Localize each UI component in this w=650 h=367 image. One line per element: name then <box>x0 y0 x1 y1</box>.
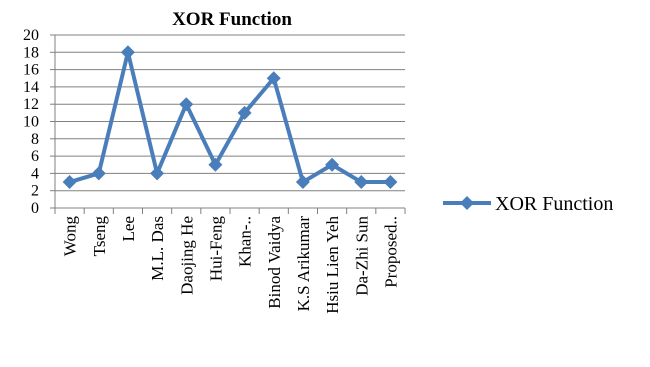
y-tick-label: 12 <box>23 96 39 113</box>
series-group <box>62 45 398 190</box>
data-point <box>383 175 398 190</box>
legend: XOR Function <box>443 193 613 215</box>
legend-marker <box>460 196 474 210</box>
chart-title: XOR Function <box>172 9 292 30</box>
data-point <box>179 97 194 112</box>
series-line <box>69 50 391 185</box>
data-point <box>150 166 165 181</box>
data-point <box>62 175 77 190</box>
x-tick-label: Daojing He <box>177 216 196 295</box>
y-tick-label: 0 <box>31 200 39 217</box>
x-tick-label: Tseng <box>90 216 109 257</box>
axes <box>54 35 406 214</box>
x-tick-label: Proposed.. <box>381 216 400 288</box>
y-tick-label: 16 <box>23 62 39 79</box>
legend-label: XOR Function <box>495 193 613 215</box>
x-tick-label: Binod Vaidya <box>265 216 284 309</box>
data-point <box>325 157 340 172</box>
data-point <box>120 45 135 60</box>
data-point <box>295 175 310 190</box>
x-tick-labels: Wong Tseng Lee M.L. Das Daojing He Hui-Feng Kh… <box>61 216 401 314</box>
y-tick-label: 20 <box>23 27 39 44</box>
data-point <box>208 157 223 172</box>
y-tick-label: 10 <box>23 114 39 131</box>
x-tick-label: Da-Zhi Sun <box>352 216 371 296</box>
x-tick-label: M.L. Das <box>148 216 167 281</box>
x-tick-label: Hui-Feng <box>206 216 225 282</box>
y-tick-label: 4 <box>31 165 39 182</box>
x-tick-label: K.S Arikumar <box>294 216 313 312</box>
y-tick-label: 18 <box>23 44 39 61</box>
data-point <box>354 175 369 190</box>
data-point <box>266 71 281 86</box>
x-tick-label: Lee <box>119 216 138 241</box>
y-tick-label: 6 <box>31 148 39 165</box>
data-point <box>237 105 252 120</box>
y-tick-label: 2 <box>31 183 39 200</box>
x-tick-label: Khan-.. <box>236 216 255 267</box>
data-point <box>91 166 106 181</box>
gridlines <box>55 34 405 209</box>
x-tick-label: Wong <box>61 216 80 257</box>
x-tick-label: Hsiu Lien Yeh <box>323 216 342 314</box>
y-tick-label: 14 <box>23 79 39 96</box>
y-tick-label: 8 <box>31 131 39 148</box>
